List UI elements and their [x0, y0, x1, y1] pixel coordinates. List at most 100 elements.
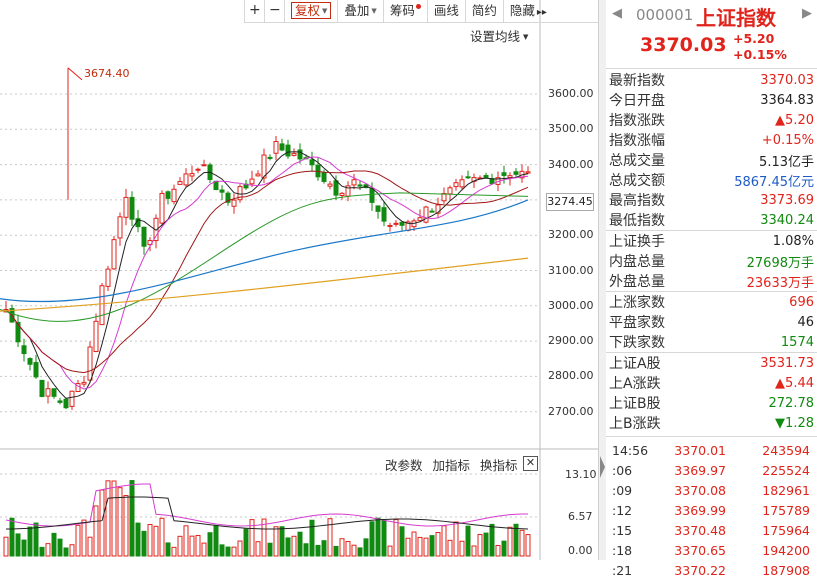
ma-setting-button[interactable]: 设置均线 ▼	[470, 26, 528, 45]
volume-bar	[411, 531, 417, 557]
tick-volume: 187908	[762, 562, 810, 578]
volume-bar	[15, 533, 21, 557]
hide-label: 隐藏	[509, 3, 535, 18]
switch-indicator-button[interactable]: 换指标	[480, 458, 518, 473]
volume-bar	[177, 535, 183, 557]
volume-bar	[3, 536, 9, 557]
volume-axis-label-max: 13.10	[565, 468, 597, 481]
candle-body	[279, 143, 285, 151]
candle-body	[447, 187, 453, 195]
quote-row-label: 外盘总量	[609, 274, 665, 290]
candle-body	[87, 346, 93, 381]
volume-bar	[255, 541, 261, 557]
candle-body	[129, 196, 135, 220]
candle-body	[39, 379, 45, 397]
zoom-in-button[interactable]: +	[244, 0, 264, 22]
volume-bar	[201, 542, 207, 557]
volume-bar	[213, 525, 219, 557]
candle-body	[417, 217, 423, 222]
quote-row-label: 上A涨跌	[609, 376, 661, 392]
indicator-toolbar: 改参数 加指标 换指标	[385, 455, 518, 474]
volume-bar	[357, 547, 363, 557]
volume-bar	[495, 544, 501, 557]
kline-chart[interactable]	[0, 0, 598, 560]
candle-body	[501, 172, 507, 176]
zoom-out-button[interactable]: −	[264, 0, 284, 22]
volume-bar	[39, 546, 45, 557]
tick-price: 3370.01	[674, 442, 726, 458]
tick-row: :06 3369.97 225524	[606, 460, 817, 480]
stock-name: 上证指数	[696, 6, 776, 30]
price-change: +5.20 +0.15%	[733, 31, 787, 63]
adjust-button[interactable]: 复权 ▼	[284, 0, 337, 22]
quote-row: 指数涨跌 ▲5.20	[606, 110, 817, 130]
overlay-label: 叠加	[344, 3, 370, 18]
volume-bar	[327, 518, 333, 557]
volume-bar	[231, 546, 237, 557]
collapse-arrow-icon[interactable]	[600, 456, 605, 478]
quote-row-value: 46	[797, 314, 814, 330]
latest-price: 3370.03	[640, 34, 727, 56]
price-axis-label: 3600.00	[548, 87, 594, 100]
volume-bar	[219, 544, 225, 557]
dropdown-arrow-icon: ▼	[523, 33, 529, 41]
candle-body	[117, 216, 123, 239]
hide-button[interactable]: 隐藏 ▸▸	[502, 0, 553, 22]
quote-row: 总成交量 5.13亿手	[606, 150, 817, 170]
volume-bar	[165, 542, 171, 557]
tick-volume: 175964	[762, 522, 810, 538]
volume-bar	[45, 543, 51, 557]
volume-bar	[9, 517, 15, 557]
candle-body	[321, 172, 327, 182]
volume-bar	[399, 526, 405, 557]
add-indicator-button[interactable]: 加指标	[432, 458, 471, 473]
candle-body	[483, 175, 489, 179]
quote-row-value: 23633万手	[746, 275, 814, 291]
quote-row-value: 3531.73	[760, 355, 814, 371]
quote-row-value: 696	[789, 294, 814, 310]
quote-row-value: 27698万手	[746, 255, 814, 271]
candle-body	[141, 226, 147, 247]
volume-bar	[117, 487, 123, 557]
volume-bar	[93, 505, 99, 557]
tick-row: :21 3370.22 187908	[606, 560, 817, 580]
volume-bar	[159, 517, 165, 557]
next-stock-icon[interactable]: ▶	[802, 6, 812, 21]
volume-bar	[519, 529, 525, 557]
edit-params-button[interactable]: 改参数	[385, 458, 423, 473]
simple-mode-button[interactable]: 简约	[464, 0, 503, 22]
dropdown-arrow-icon: ▼	[371, 7, 377, 15]
candle-body	[33, 362, 39, 378]
quote-row-label: 指数涨跌	[609, 113, 665, 129]
volume-bar	[459, 540, 465, 557]
chips-button[interactable]: 筹码	[382, 0, 427, 22]
quote-row: 指数涨幅 +0.15%	[606, 130, 817, 150]
candle-body	[231, 199, 237, 207]
volume-bar	[345, 541, 351, 557]
ma250-line	[0, 257, 529, 312]
quote-row-value: 5.13亿手	[759, 154, 814, 170]
tick-time: 14:56	[612, 442, 649, 458]
candle-body	[249, 178, 255, 185]
quote-row-label: 上证换手	[609, 234, 665, 250]
quote-header: ◀ 000001 上证指数 ▶	[606, 0, 817, 30]
tick-time: :15	[612, 522, 633, 538]
draw-line-button[interactable]: 画线	[426, 0, 465, 22]
quote-row: 平盘家数 46	[606, 312, 817, 332]
notification-dot-icon	[415, 4, 421, 9]
overlay-button[interactable]: 叠加 ▼	[337, 0, 382, 22]
tick-time: :18	[612, 542, 633, 558]
candle-body	[453, 182, 459, 188]
tick-row: :12 3369.99 175789	[606, 500, 817, 520]
close-indicator-button[interactable]: ✕	[523, 456, 538, 471]
quote-row-label: 下跌家数	[609, 335, 665, 351]
volume-bar	[309, 519, 315, 557]
candle-body	[309, 159, 315, 166]
quote-row: 最低指数 3340.24	[606, 210, 817, 230]
candle-body	[297, 149, 303, 160]
prev-stock-icon[interactable]: ◀	[612, 6, 622, 21]
quote-row-value: 3340.24	[760, 212, 814, 228]
candle-body	[507, 175, 513, 179]
volume-bar	[111, 480, 117, 557]
quote-row-value: +0.15%	[761, 132, 814, 148]
